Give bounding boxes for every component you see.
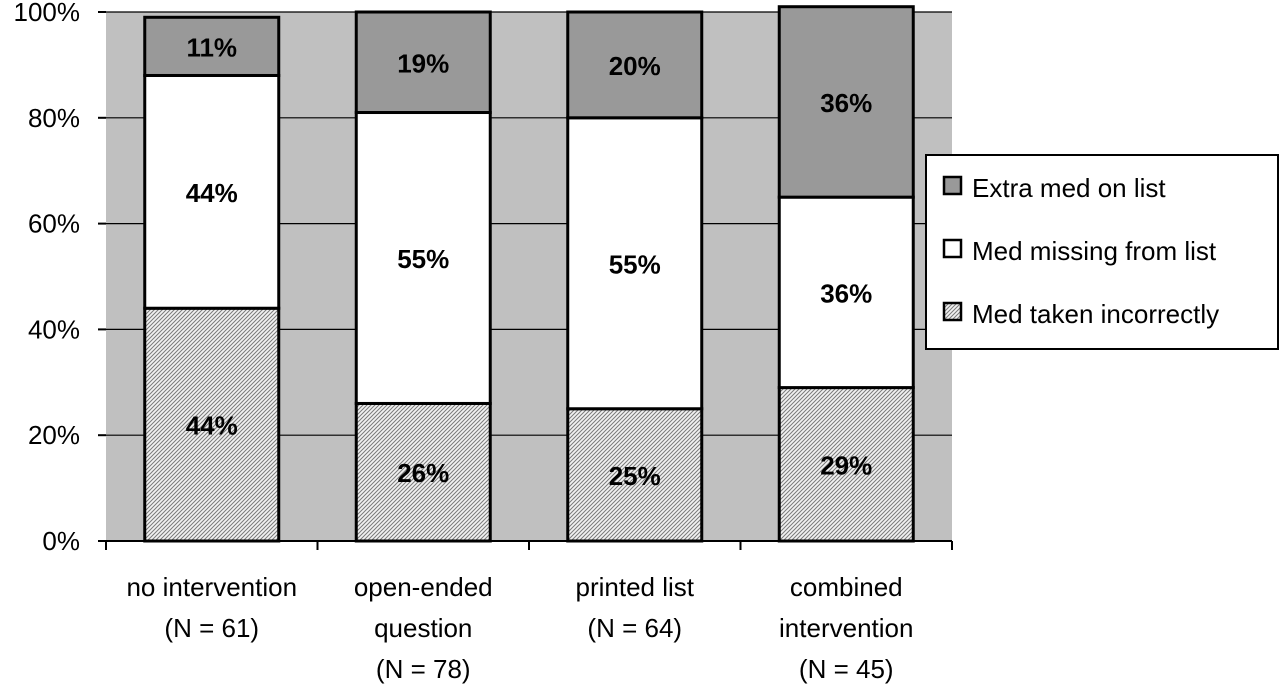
bar-segment	[566, 407, 704, 543]
bar-segment	[777, 195, 915, 390]
bar-segment	[777, 5, 915, 199]
data-label: 44%	[186, 411, 238, 441]
y-tick-label: 60%	[28, 209, 80, 239]
y-tick-label: 80%	[28, 103, 80, 133]
x-category-label: open-ended	[354, 572, 493, 602]
y-tick-label: 100%	[14, 0, 81, 27]
legend-swatch	[942, 175, 963, 196]
bar-segment	[143, 306, 281, 543]
legend-swatch	[942, 238, 963, 259]
x-category-label: combined	[790, 572, 903, 602]
data-label: 44%	[186, 178, 238, 208]
data-label: 19%	[397, 48, 449, 78]
data-label: 55%	[609, 249, 661, 279]
x-category-label: question	[374, 613, 472, 643]
legend-label: Med taken incorrectly	[972, 299, 1219, 329]
data-label: 36%	[820, 88, 872, 118]
data-label: 20%	[609, 51, 661, 81]
bar-segment	[143, 15, 281, 77]
x-category-label: intervention	[779, 613, 913, 643]
bar-segment	[354, 111, 492, 405]
legend-label: Med missing from list	[972, 236, 1217, 266]
x-category-label: (N = 64)	[587, 613, 682, 643]
data-label: 36%	[820, 278, 872, 308]
x-category-label: (N = 45)	[799, 654, 894, 684]
data-label: 25%	[609, 461, 661, 491]
data-label: 11%	[186, 32, 237, 62]
legend: Extra med on list Med missing from list Me…	[925, 154, 1279, 350]
x-category-label: (N = 78)	[376, 654, 471, 684]
axes: 0% 20% 40% 60% 80% 100% no intervention (N = 61…	[14, 0, 953, 684]
y-tick-label: 20%	[28, 420, 80, 450]
data-label: 26%	[397, 458, 449, 488]
data-label: 55%	[397, 244, 449, 274]
legend-box	[925, 154, 1279, 350]
bar-segment	[354, 401, 492, 543]
bar-segment	[777, 386, 915, 543]
bars: 44% 44% 11% 26% 55% 19% 25% 55% 20% 29% 36% 36%	[143, 5, 915, 543]
y-tick-label: 0%	[42, 526, 80, 556]
y-tick-label: 40%	[28, 314, 80, 344]
x-category-label: printed list	[576, 572, 695, 602]
legend-swatch	[942, 301, 963, 322]
bar-segment	[566, 10, 704, 120]
data-label: 29%	[820, 450, 872, 480]
x-category-label: (N = 61)	[164, 613, 259, 643]
legend-label: Extra med on list	[972, 173, 1166, 203]
bar-segment	[354, 10, 492, 115]
x-category-label: no intervention	[126, 572, 297, 602]
